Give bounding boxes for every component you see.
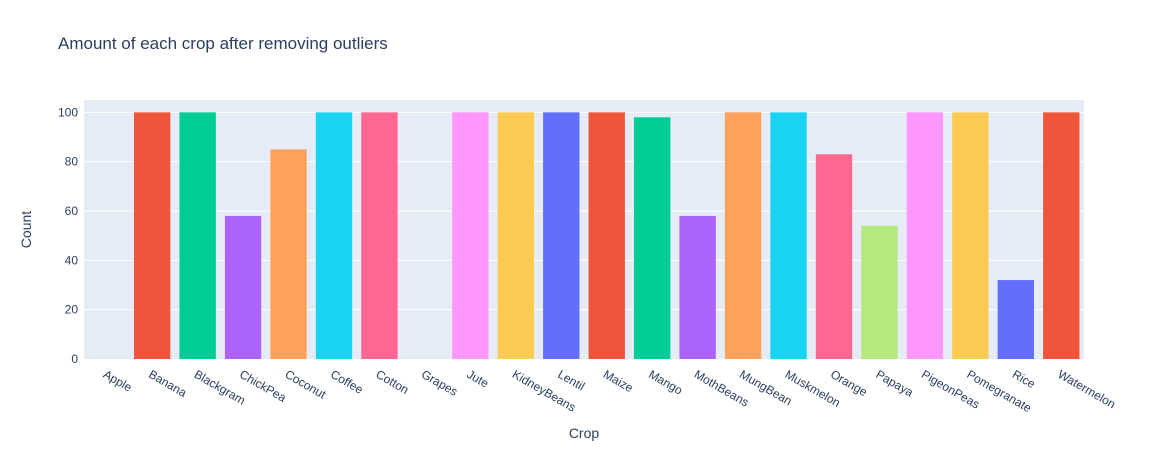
x-tick-label: Grapes [419, 367, 460, 399]
x-tick-label: Blackgram [192, 367, 248, 407]
x-tick-label: Coconut [283, 367, 329, 402]
bar-coconut[interactable] [270, 149, 307, 359]
bar-pigeonpeas[interactable] [906, 112, 944, 359]
y-axis-title: Count [18, 211, 34, 248]
bar-orange[interactable] [815, 154, 853, 359]
y-axis-ticks: 0 20 40 60 80 100 [58, 105, 78, 366]
bar-coffee[interactable] [315, 112, 353, 359]
x-tick-label: Banana [146, 367, 189, 400]
x-tick-label: Cotton [374, 367, 412, 397]
bar-jute[interactable] [452, 112, 489, 359]
x-tick-label: Mango [646, 367, 685, 398]
bar-cotton[interactable] [361, 112, 398, 359]
x-tick-label: Rice [1010, 367, 1038, 391]
bar-pomegranate[interactable] [952, 112, 989, 359]
x-tick-label: Watermelon [1055, 367, 1118, 411]
chart-title: Amount of each crop after removing outli… [58, 34, 388, 53]
bar-muskmelon[interactable] [770, 112, 807, 359]
bar-kidneybeans[interactable] [497, 112, 534, 359]
x-axis-title: Crop [569, 425, 600, 441]
bar-blackgram[interactable] [179, 112, 216, 359]
x-tick-label: Apple [101, 367, 135, 395]
x-tick-label: Lentil [555, 367, 587, 393]
y-tick-label: 60 [65, 204, 79, 218]
x-tick-label: Papaya [874, 367, 917, 400]
y-tick-label: 0 [71, 352, 78, 366]
x-tick-label: Coffee [328, 367, 366, 397]
x-tick-label: Jute [464, 367, 491, 391]
bar-maize[interactable] [588, 112, 625, 359]
bars [134, 112, 1080, 360]
x-tick-label: Maize [601, 367, 636, 395]
y-tick-label: 20 [65, 303, 79, 317]
bar-papaya[interactable] [861, 225, 898, 359]
bar-banana[interactable] [134, 112, 171, 359]
bar-mungbean[interactable] [724, 112, 762, 359]
y-tick-label: 100 [58, 105, 78, 119]
bar-watermelon[interactable] [1043, 112, 1080, 359]
bar-mango[interactable] [634, 117, 671, 360]
y-tick-label: 40 [65, 253, 79, 267]
bar-lentil[interactable] [543, 112, 580, 359]
bar-mothbeans[interactable] [679, 215, 716, 359]
bar-rice[interactable] [997, 280, 1034, 359]
bar-chickpea[interactable] [224, 215, 262, 359]
y-tick-label: 80 [65, 155, 79, 169]
